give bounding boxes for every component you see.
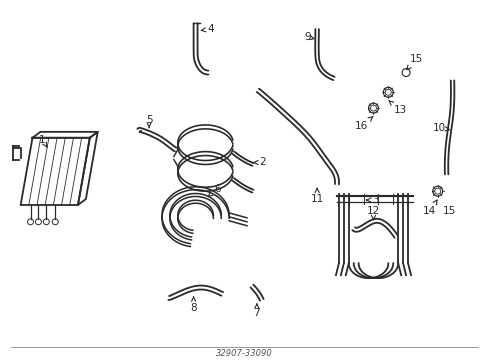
- Text: 8: 8: [190, 297, 197, 313]
- Text: 16: 16: [354, 116, 372, 131]
- Text: 13: 13: [388, 100, 406, 115]
- Text: 15: 15: [442, 206, 455, 216]
- Text: 1: 1: [39, 135, 47, 148]
- Text: 10: 10: [432, 123, 448, 133]
- Text: 5: 5: [145, 115, 152, 128]
- Text: 3: 3: [366, 195, 378, 205]
- Text: 7: 7: [253, 304, 260, 318]
- Text: 6: 6: [208, 184, 220, 196]
- Text: 9: 9: [304, 32, 313, 42]
- Text: 15: 15: [406, 54, 422, 69]
- Text: 12: 12: [366, 206, 379, 220]
- Text: 11: 11: [310, 188, 323, 204]
- Text: 14: 14: [422, 200, 436, 216]
- Text: 4: 4: [201, 24, 213, 34]
- Text: 32907-33090: 32907-33090: [215, 349, 272, 358]
- Text: 2: 2: [253, 157, 265, 167]
